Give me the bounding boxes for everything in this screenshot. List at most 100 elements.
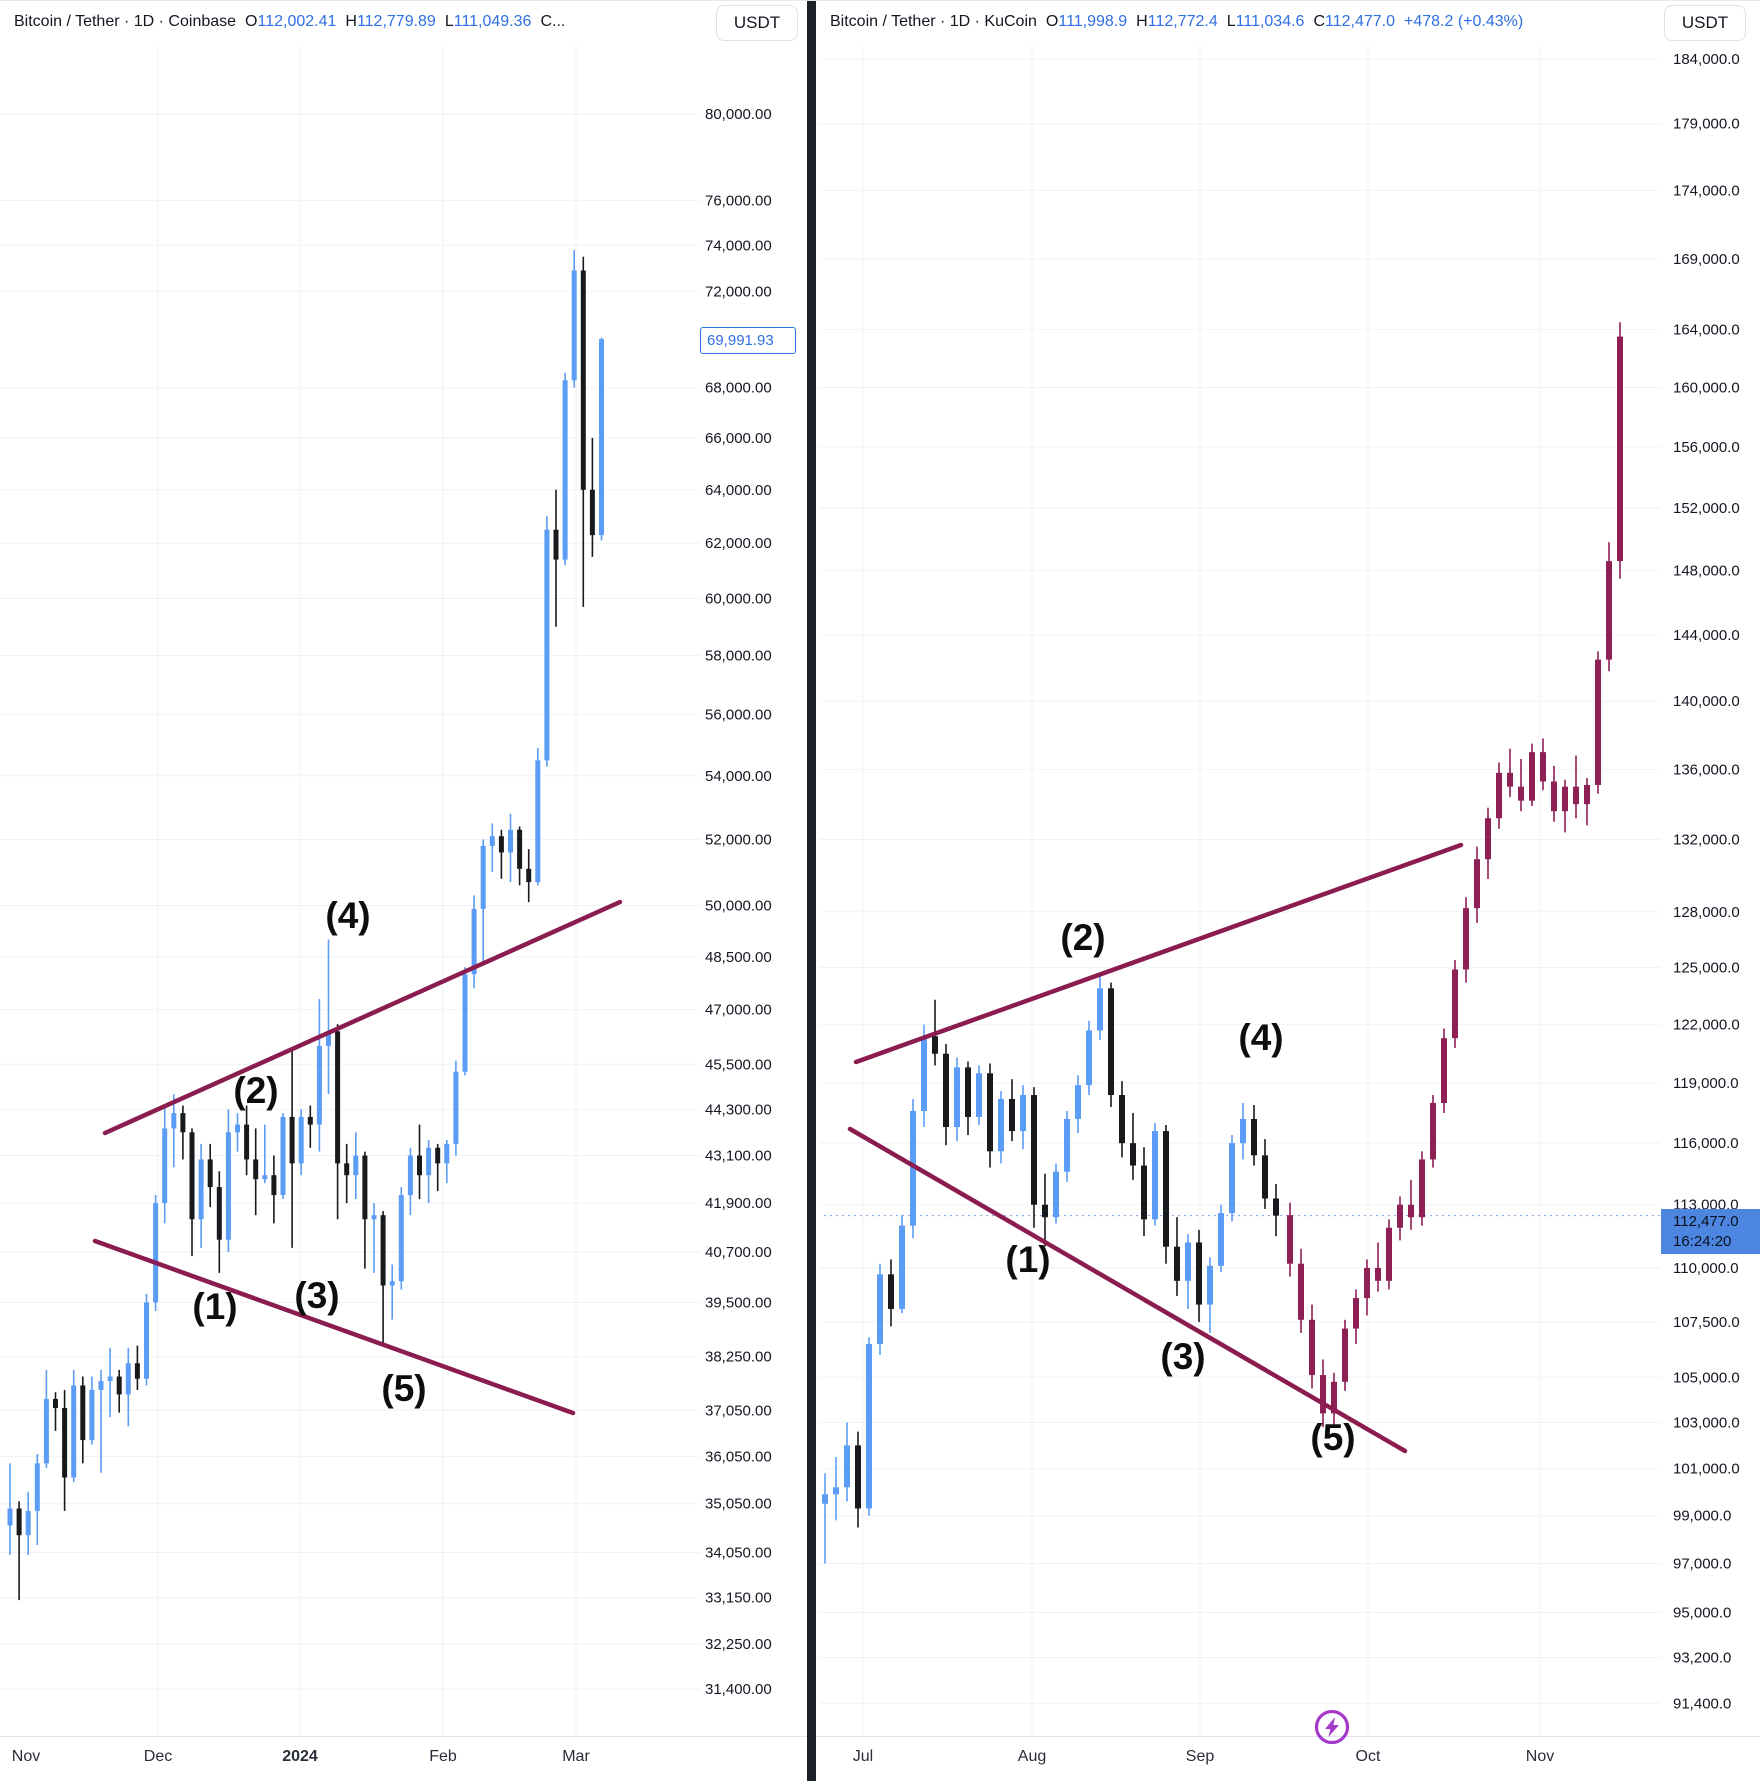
candle	[1309, 1319, 1315, 1376]
trendline[interactable]	[847, 1126, 1408, 1454]
wave-label[interactable]: (5)	[381, 1368, 426, 1409]
candle	[580, 270, 586, 490]
candle	[326, 1031, 331, 1046]
candle	[1174, 1246, 1180, 1281]
trendline[interactable]	[853, 842, 1464, 1065]
trendline[interactable]	[92, 1238, 576, 1416]
y-axis-tick-label: 37,050.00	[705, 1402, 772, 1419]
ohlc-field-label: L	[1226, 13, 1236, 30]
candle	[1617, 336, 1623, 562]
usdt-button-left[interactable]: USDT	[716, 5, 798, 41]
candle	[171, 1113, 177, 1129]
wave-label[interactable]: (2)	[233, 1070, 278, 1111]
price-scale-left[interactable]	[700, 1, 807, 1736]
wave-label[interactable]: (2)	[1060, 917, 1105, 958]
wave-label[interactable]: (3)	[294, 1275, 339, 1316]
time-axis-label: Nov	[11, 1748, 41, 1765]
candle	[289, 1116, 295, 1164]
candle	[1397, 1204, 1403, 1228]
chart-area[interactable]	[0, 46, 700, 1736]
candle	[833, 1487, 839, 1495]
y-axis-tick-label: 160,000.0	[1673, 379, 1740, 396]
candle	[855, 1445, 861, 1509]
candle	[262, 1175, 268, 1180]
ohlc-field-label: O	[1045, 13, 1059, 30]
y-axis-tick-label: 72,000.00	[705, 283, 772, 300]
usdt-button-right[interactable]: USDT	[1664, 5, 1746, 41]
candle	[189, 1132, 195, 1220]
wave-label[interactable]: (4)	[1238, 1017, 1283, 1058]
time-scale[interactable]: Nov Dec 2024 Feb Mar Jul Aug Sep Oct Nov	[0, 1736, 1760, 1782]
candle	[1430, 1102, 1436, 1160]
y-axis-tick-label: 41,900.00	[705, 1195, 772, 1212]
wave-label[interactable]: (1)	[192, 1286, 237, 1327]
y-axis-tick-label: 125,000.0	[1673, 960, 1740, 977]
y-axis-tick-label: 62,000.00	[705, 535, 772, 552]
candle	[589, 489, 595, 536]
candle	[1287, 1215, 1293, 1264]
candle	[307, 1116, 313, 1125]
y-axis-tick-label: 80,000.00	[705, 106, 772, 123]
y-axis-tick-label: 179,000.0	[1673, 116, 1740, 133]
price-scale-right[interactable]	[1660, 1, 1760, 1736]
y-axis-tick-label: 44,300.00	[705, 1101, 772, 1118]
y-axis-tick-label: 39,500.00	[705, 1294, 772, 1311]
time-axis-label: Mar	[562, 1748, 590, 1765]
pane-divider[interactable]	[807, 1, 816, 1781]
candle	[380, 1215, 386, 1286]
y-axis-tick-label: 68,000.00	[705, 380, 772, 397]
candle	[1419, 1159, 1425, 1218]
chart-area[interactable]	[820, 46, 1660, 1736]
time-axis-label: Jul	[852, 1748, 874, 1765]
candle	[43, 1398, 49, 1464]
wave-label[interactable]: (3)	[1160, 1336, 1205, 1377]
candle	[1097, 988, 1103, 1031]
y-axis-tick-label: 107,500.0	[1673, 1314, 1740, 1331]
y-axis-tick-label: 101,000.0	[1673, 1461, 1740, 1478]
time-axis-label: Dec	[143, 1748, 173, 1765]
candle	[489, 836, 495, 846]
symbol-title-left[interactable]: Bitcoin / Tether · 1D · Coinbase	[14, 13, 237, 30]
wave-label[interactable]: (1)	[1005, 1239, 1050, 1280]
ohlc-field-label: H	[1136, 13, 1148, 30]
y-axis-tick-label: 40,700.00	[705, 1244, 772, 1261]
last-price-label-left: 69,991.93	[700, 327, 796, 354]
candle	[1562, 786, 1568, 812]
ohlc-field-label: O	[245, 13, 258, 30]
candle	[1009, 1099, 1015, 1132]
candle	[98, 1380, 104, 1390]
y-axis-tick-label: 174,000.0	[1673, 182, 1740, 199]
y-axis-tick-label: 38,250.00	[705, 1349, 772, 1366]
candle	[162, 1128, 168, 1204]
candle	[932, 1036, 938, 1054]
ohlc-field-label: L	[444, 13, 454, 30]
trendline[interactable]	[102, 899, 623, 1136]
last-price-value: 112,477.0	[1673, 1213, 1739, 1230]
candle	[954, 1067, 960, 1128]
candle	[362, 1155, 368, 1220]
wave-label[interactable]: (4)	[325, 895, 370, 936]
candle	[1408, 1204, 1414, 1218]
candle	[1053, 1171, 1059, 1218]
candle	[571, 270, 577, 381]
y-axis-tick-label: 58,000.00	[705, 648, 772, 665]
y-axis-tick-label: 128,000.0	[1673, 904, 1740, 921]
candle	[965, 1067, 971, 1117]
candle	[1240, 1118, 1246, 1144]
y-axis-tick-label: 60,000.00	[705, 590, 772, 607]
wave-label[interactable]: (5)	[1310, 1417, 1355, 1458]
candle	[298, 1116, 304, 1164]
candle	[1540, 752, 1546, 782]
candle	[7, 1508, 13, 1526]
candle	[71, 1385, 77, 1478]
time-axis-label: Sep	[1185, 1748, 1215, 1765]
ohlc-field-label: C...	[540, 13, 566, 30]
price-change: +478.2 (+0.43%)	[1404, 13, 1524, 30]
candle	[1042, 1204, 1048, 1218]
candle	[866, 1343, 872, 1509]
symbol-title-right[interactable]: Bitcoin / Tether · 1D · KuCoin	[830, 13, 1037, 30]
candle	[1251, 1118, 1257, 1156]
y-axis-tick-label: 132,000.0	[1673, 832, 1740, 849]
candle	[526, 868, 532, 883]
candle	[435, 1147, 441, 1164]
